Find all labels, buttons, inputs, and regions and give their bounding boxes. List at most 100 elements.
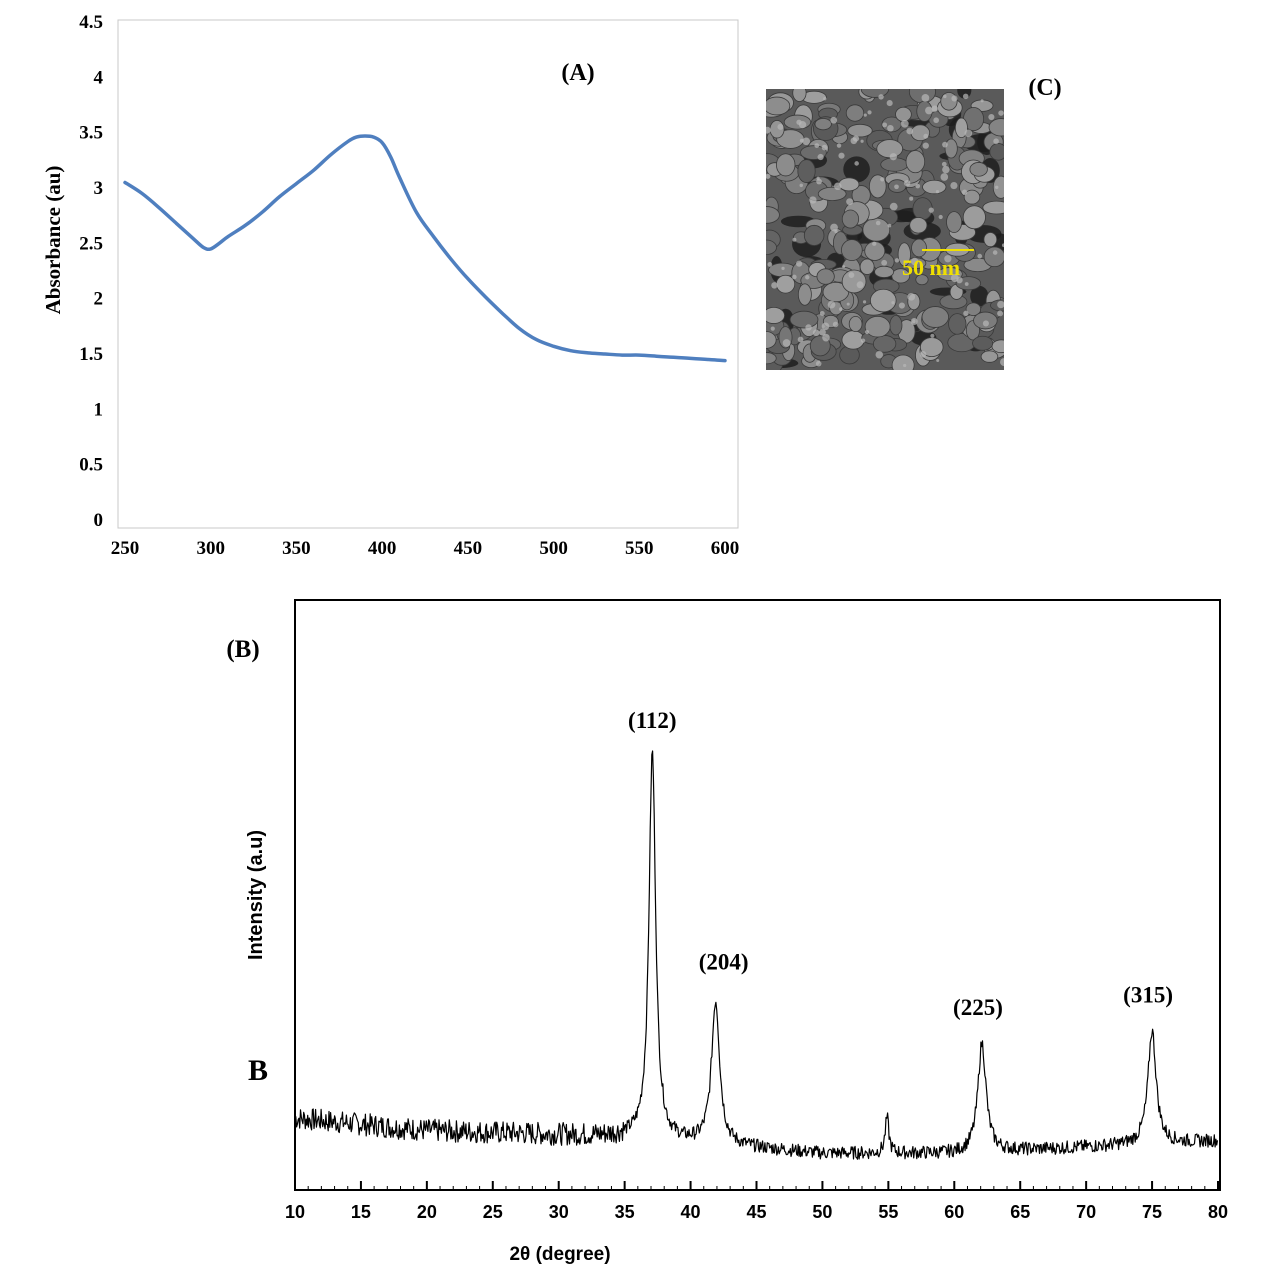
- absorbance-y-axis-label: Absorbance (au): [41, 166, 65, 315]
- sem-grain: [766, 331, 777, 349]
- sem-grain: [911, 238, 927, 258]
- sem-grain-highlight: [998, 110, 1004, 116]
- xrd-peak-label: (315): [1123, 983, 1173, 1008]
- sem-grain-highlight: [862, 300, 867, 304]
- sem-grain-highlight: [782, 339, 791, 347]
- absorbance-y-tick-label: 1.5: [79, 344, 103, 365]
- sem-grain: [766, 96, 791, 116]
- absorbance-y-tick-label: 3.5: [79, 123, 103, 144]
- xrd-x-tick-label: 20: [417, 1202, 437, 1222]
- xrd-x-tick-label: 60: [944, 1202, 964, 1222]
- sem-micrograph: 50 nm: [766, 89, 1004, 370]
- sem-grain-highlight: [925, 106, 933, 115]
- sem-grain-highlight: [823, 97, 827, 101]
- sem-grain-highlight: [977, 253, 983, 259]
- sem-grain-highlight: [875, 220, 881, 226]
- sem-grain-highlight: [805, 275, 810, 280]
- sem-grain-highlight: [919, 351, 927, 358]
- sem-grain: [766, 352, 777, 365]
- sem-grain-highlight: [942, 165, 950, 174]
- xrd-x-axis-label: 2θ (degree): [509, 1244, 610, 1265]
- sem-pore: [970, 285, 989, 307]
- sem-grain-highlight: [1000, 358, 1004, 367]
- sem-grain-highlight: [988, 113, 995, 121]
- sem-grain: [982, 200, 1004, 215]
- sem-grain: [776, 153, 796, 177]
- sem-grain-highlight: [856, 281, 864, 289]
- sem-grain-highlight: [766, 126, 771, 134]
- absorbance-series-line: [123, 134, 727, 363]
- sem-grain-highlight: [766, 173, 771, 179]
- sem-grain-highlight: [956, 276, 963, 284]
- sem-grain: [841, 269, 867, 294]
- sem-grain: [814, 118, 832, 131]
- sem-grain: [841, 239, 863, 261]
- sem-grain-highlight: [872, 241, 877, 246]
- sem-grain-highlight: [944, 255, 952, 263]
- xrd-peak-label: (225): [953, 995, 1003, 1020]
- sem-grain-highlight: [767, 262, 773, 267]
- sem-grain-highlight: [931, 105, 938, 112]
- sem-grain: [817, 186, 847, 202]
- sem-grain-highlight: [854, 161, 859, 166]
- xrd-x-tick-label: 45: [746, 1202, 766, 1222]
- sem-grain: [766, 307, 785, 324]
- sem-grain-highlight: [909, 196, 914, 201]
- sem-grain-highlight: [817, 153, 824, 161]
- sem-grain: [922, 179, 947, 195]
- sem-grain: [921, 306, 950, 328]
- sem-grain-highlight: [900, 119, 909, 128]
- sem-grain-highlight: [923, 133, 929, 139]
- sem-grain-highlight: [771, 282, 778, 289]
- absorbance-x-tick-label: 450: [454, 538, 483, 559]
- absorbance-y-tick-label: 4: [94, 67, 104, 88]
- sem-grain-highlight: [936, 358, 940, 363]
- sem-grain: [869, 288, 897, 313]
- sem-grain-highlight: [802, 137, 811, 146]
- xrd-x-tick-label: 35: [615, 1202, 635, 1222]
- sem-grain-highlight: [942, 141, 948, 148]
- sem-grain-highlight: [962, 93, 969, 100]
- sem-grain-highlight: [852, 135, 860, 142]
- sem-grain: [989, 143, 1004, 161]
- sem-grain-highlight: [838, 152, 845, 159]
- sem-grain-highlight: [997, 310, 1004, 317]
- sem-grain-highlight: [933, 117, 939, 124]
- sem-grain: [946, 211, 963, 234]
- sem-scale-bar: [922, 249, 974, 251]
- panel-label-b: (B): [226, 636, 259, 663]
- xrd-x-tick-label: 10: [285, 1202, 305, 1222]
- sem-grain-highlight: [963, 310, 969, 316]
- absorbance-x-tick-label: 300: [196, 538, 225, 559]
- sem-grain-highlight: [799, 183, 803, 188]
- sem-grain-highlight: [842, 265, 846, 269]
- sem-grain-highlight: [819, 328, 826, 336]
- sem-grain-highlight: [904, 179, 911, 187]
- sem-grain-highlight: [832, 321, 839, 328]
- sem-grain: [980, 350, 999, 363]
- panel-side-label-b: B: [248, 1054, 268, 1087]
- sem-grain-highlight: [907, 293, 916, 301]
- sem-grain-highlight: [921, 94, 930, 102]
- sem-grain-highlight: [821, 144, 828, 151]
- xrd-x-tick-label: 40: [681, 1202, 701, 1222]
- sem-grain-highlight: [887, 223, 892, 228]
- sem-grain: [789, 310, 819, 329]
- absorbance-x-tick-label: 600: [711, 538, 740, 559]
- sem-grain-highlight: [906, 127, 914, 135]
- sem-grain-highlight: [812, 329, 820, 337]
- sem-grain-highlight: [882, 122, 888, 128]
- sem-grain-highlight: [821, 322, 830, 331]
- sem-grain-highlight: [928, 207, 934, 213]
- sem-grain-highlight: [867, 110, 872, 115]
- sem-grain: [972, 335, 994, 351]
- absorbance-y-tick-label: 4.5: [79, 12, 103, 33]
- sem-grain-highlight: [834, 182, 842, 191]
- sem-grain-highlight: [836, 143, 842, 148]
- sem-grain: [963, 189, 981, 205]
- sem-grain-highlight: [964, 282, 969, 286]
- sem-grain-highlight: [997, 300, 1004, 309]
- sem-grain-highlight: [889, 202, 898, 211]
- sem-grain-highlight: [770, 326, 775, 331]
- sem-grain-highlight: [797, 336, 804, 343]
